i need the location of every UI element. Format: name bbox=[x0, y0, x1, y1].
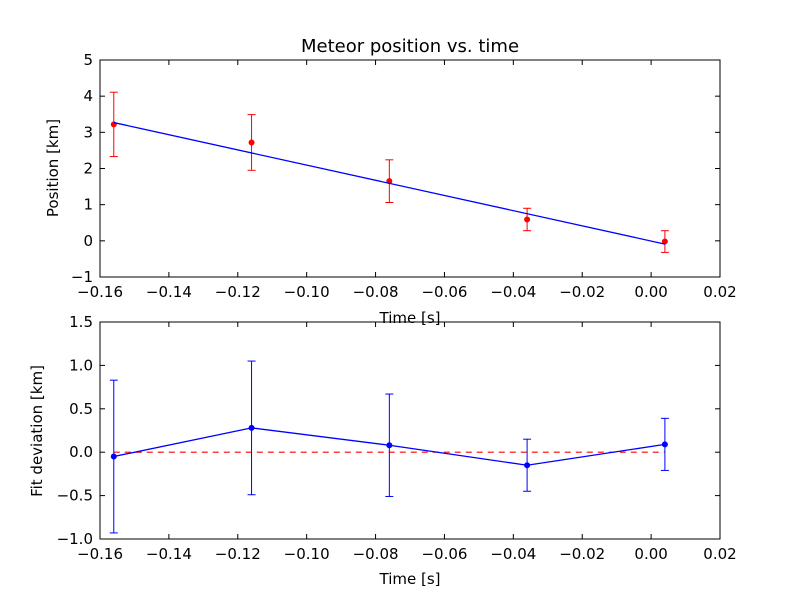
data-point bbox=[110, 453, 117, 460]
y-tick-label: 0 bbox=[83, 232, 93, 250]
data-point bbox=[661, 441, 668, 448]
x-tick-label: −0.12 bbox=[215, 283, 261, 301]
x-tick-label: −0.14 bbox=[146, 283, 192, 301]
position-chart: Meteor position vs. time Time [s] Positi… bbox=[44, 36, 737, 327]
fit-line bbox=[113, 121, 666, 245]
data-point bbox=[248, 424, 255, 431]
y-tick-label: 4 bbox=[83, 87, 93, 105]
y-tick-label: −1.0 bbox=[57, 530, 93, 548]
y-tick-label: 1.0 bbox=[69, 356, 93, 374]
x-tick-label: −0.12 bbox=[215, 545, 261, 563]
x-tick-label: −0.02 bbox=[559, 283, 605, 301]
x-tick-label: −0.08 bbox=[353, 283, 399, 301]
x-tick-label: −0.16 bbox=[77, 283, 123, 301]
x-axis-label: Time [s] bbox=[379, 309, 441, 327]
x-tick-label: −0.14 bbox=[146, 545, 192, 563]
x-tick-label: −0.06 bbox=[421, 283, 467, 301]
x-tick-label: −0.08 bbox=[353, 545, 399, 563]
x-axis-label: Time [s] bbox=[379, 570, 441, 588]
chart-title: Meteor position vs. time bbox=[301, 36, 519, 57]
y-tick-label: 1.5 bbox=[69, 313, 93, 331]
y-axis-label: Fit deviation [km] bbox=[28, 365, 46, 497]
x-tick-label: −0.10 bbox=[284, 283, 330, 301]
x-tick-label: −0.02 bbox=[559, 545, 605, 563]
x-tick-label: 0.02 bbox=[703, 283, 736, 301]
y-axis-label: Position [km] bbox=[44, 119, 62, 217]
fit-deviation-chart: Time [s] Fit deviation [km] −0.16 −0.14 −0… bbox=[28, 313, 737, 588]
y-tick-label: 0.5 bbox=[69, 400, 93, 418]
plot-frame bbox=[99, 321, 721, 540]
y-tick-label: 3 bbox=[83, 123, 93, 141]
plot-frame bbox=[99, 59, 721, 278]
x-tick-label: −0.04 bbox=[490, 545, 536, 563]
data-point bbox=[524, 216, 531, 223]
y-tick-label: −0.5 bbox=[57, 487, 93, 505]
x-tick-label: 0.02 bbox=[703, 545, 736, 563]
y-tick-label: 0.0 bbox=[69, 443, 93, 461]
x-tick-label: −0.10 bbox=[284, 545, 330, 563]
y-tick-label: 1 bbox=[83, 196, 93, 214]
x-tick-label: −0.04 bbox=[490, 283, 536, 301]
y-tick-label: −1 bbox=[71, 268, 93, 286]
data-point bbox=[524, 462, 531, 469]
x-tick-label: −0.06 bbox=[421, 545, 467, 563]
data-point bbox=[248, 139, 255, 146]
x-tick-label: 0.00 bbox=[634, 283, 667, 301]
x-tick-label: −0.16 bbox=[77, 545, 123, 563]
data-point bbox=[386, 442, 393, 449]
y-tick-label: 2 bbox=[83, 160, 93, 178]
y-tick-label: 5 bbox=[83, 51, 93, 69]
x-tick-label: 0.00 bbox=[634, 545, 667, 563]
